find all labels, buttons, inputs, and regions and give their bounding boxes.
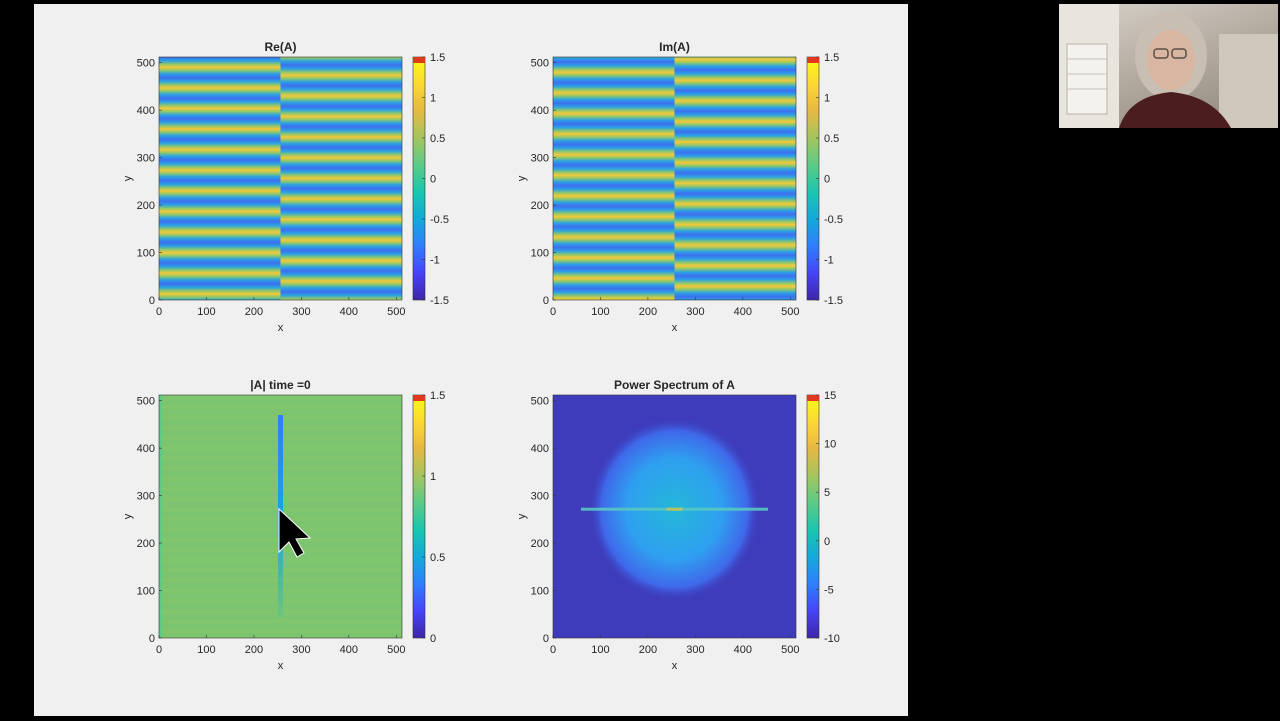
x-tick-label: 300 [292,306,310,318]
y-tick-label: 200 [137,538,155,550]
x-tick-label: 300 [686,306,704,318]
x-tick-label: 100 [591,644,609,656]
y-tick-label: 100 [531,586,549,598]
y-tick-label: 200 [531,538,549,550]
x-axis-label: x [278,322,284,334]
colorbar-tick-label: 0 [430,174,436,186]
x-tick-label: 400 [340,306,358,318]
y-tick-label: 500 [531,396,549,408]
presenter-video [1059,4,1278,128]
y-axis-label: y [122,513,134,519]
x-tick-label: 0 [550,306,556,318]
x-tick-label: 200 [245,306,263,318]
y-tick-label: 300 [531,491,549,503]
x-tick-label: 100 [591,306,609,318]
x-tick-label: 0 [550,644,556,656]
y-tick-label: 0 [543,295,549,307]
colorbar-tick-label: -0.5 [824,214,843,226]
colorbar-tick-label: 0 [430,633,436,645]
x-axis-label: x [278,660,284,672]
x-axis-label: x [672,660,678,672]
x-axis-label: x [672,322,678,334]
x-tick-label: 500 [781,306,799,318]
y-tick-label: 300 [137,153,155,165]
webcam-feed [1059,4,1278,128]
x-tick-label: 200 [245,644,263,656]
x-tick-label: 200 [639,306,657,318]
colorbar-tick-label: -1.5 [824,295,843,307]
y-tick-label: 0 [149,295,155,307]
y-axis-label: y [516,175,528,181]
colorbar: -1.5 -1 -0.5 0 0.5 1 1.5 [806,52,843,307]
matlab-figure: 0 100 200 300 400 500 0 100 200 300 400 500 Re(A) x y -… [34,4,908,716]
y-tick-label: 200 [531,200,549,212]
colorbar-tick-label: 1 [824,93,830,105]
colorbar-tick-label: 0.5 [430,133,445,145]
y-tick-label: 400 [531,105,549,117]
colorbar-tick-label: -10 [824,633,840,645]
y-tick-label: 200 [137,200,155,212]
y-tick-label: 400 [137,105,155,117]
subplot-2: 0 100 200 300 400 500 0 100 200 300 400 500 Im(A) x y -… [516,40,843,334]
y-tick-label: 100 [137,586,155,598]
x-tick-label: 400 [734,306,752,318]
colorbar: -1.5 -1 -0.5 0 0.5 1 1.5 [412,52,449,307]
subplot-title: Power Spectrum of A [614,378,735,392]
colorbar-tick-label: 1 [430,93,436,105]
x-tick-label: 500 [387,306,405,318]
y-axis-label: y [516,513,528,519]
colorbar-tick-label: 0 [824,174,830,186]
mouse-cursor-icon [278,507,312,558]
colorbar-tick-label: 5 [824,487,830,499]
colorbar-tick-label: -1 [824,255,834,267]
x-tick-label: 300 [686,644,704,656]
subplot-title: Im(A) [659,40,690,54]
y-tick-label: 500 [531,58,549,70]
y-tick-label: 500 [137,396,155,408]
colorbar-tick-label: -5 [824,584,834,596]
heatmap-image [553,57,796,300]
colorbar-tick-label: -0.5 [430,214,449,226]
x-tick-label: 0 [156,306,162,318]
colorbar-tick-label: 10 [824,439,836,451]
x-tick-label: 500 [781,644,799,656]
x-tick-label: 300 [292,644,310,656]
colorbar-tick-label: -1 [430,255,440,267]
x-tick-label: 0 [156,644,162,656]
y-tick-label: 500 [137,58,155,70]
subplot-title: Re(A) [265,40,297,54]
x-tick-label: 200 [639,644,657,656]
x-tick-label: 400 [734,644,752,656]
colorbar: 0 0.5 1 1.5 [412,390,445,645]
colorbar: -10 -5 0 5 10 15 [806,390,840,645]
colorbar-tick-label: 0.5 [430,552,445,564]
colorbar-tick-label: 15 [824,390,836,402]
y-tick-label: 300 [137,491,155,503]
y-tick-label: 400 [531,443,549,455]
y-tick-label: 0 [149,633,155,645]
colorbar-tick-label: 0 [824,536,830,548]
subplot-1: 0 100 200 300 400 500 0 100 200 300 400 500 Re(A) x y -… [122,40,449,334]
heatmap-image [553,395,796,638]
x-tick-label: 100 [197,306,215,318]
x-tick-label: 400 [340,644,358,656]
heatmap-image [159,57,402,300]
y-tick-label: 400 [137,443,155,455]
colorbar-tick-label: 0.5 [824,133,839,145]
y-tick-label: 100 [531,248,549,260]
y-tick-label: 100 [137,248,155,260]
y-tick-label: 300 [531,153,549,165]
colorbar-tick-label: 1 [430,471,436,483]
colorbar-tick-label: 1.5 [430,52,445,64]
x-tick-label: 100 [197,644,215,656]
colorbar-tick-label: -1.5 [430,295,449,307]
colorbar-tick-label: 1.5 [430,390,445,402]
colorbar-tick-label: 1.5 [824,52,839,64]
y-tick-label: 0 [543,633,549,645]
subplot-title: |A| time =0 [250,378,311,392]
x-tick-label: 500 [387,644,405,656]
y-axis-label: y [122,175,134,181]
figure-canvas: 0 100 200 300 400 5000100200300400500Re(A)xy-… [122,40,843,672]
